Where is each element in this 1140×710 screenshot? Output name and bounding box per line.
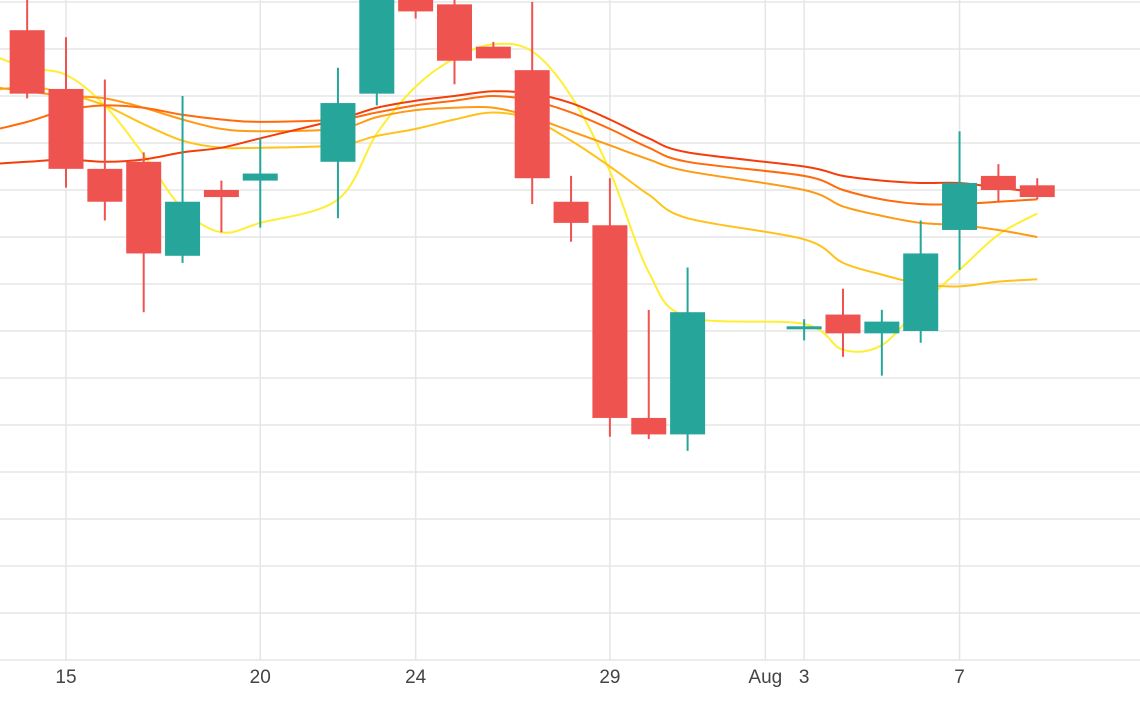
candle-body (398, 0, 434, 12)
candle-body (9, 30, 45, 94)
x-tick-label: 7 (954, 667, 965, 688)
candle-body (320, 103, 356, 162)
candle-2020-07-15 (48, 37, 84, 188)
candle-body (475, 46, 511, 59)
candle-body (592, 225, 628, 418)
x-tick-label: 15 (55, 667, 76, 688)
candle-body (165, 201, 201, 256)
x-axis-tick-labels: 15 20 24 29 Aug 3 7 (55, 667, 964, 688)
candles (9, 0, 1055, 451)
candle-2020-08-04 (825, 288, 861, 357)
candle-2020-08-09 (1019, 178, 1055, 200)
x-tick-label: 3 (799, 667, 810, 688)
candle-2020-07-20 (242, 138, 278, 228)
candle-body (631, 417, 667, 435)
candle-2020-07-24 (398, 0, 434, 19)
candle-2020-07-29 (592, 178, 628, 437)
candle-body (359, 0, 395, 94)
ma-line-2 (0, 85, 1038, 288)
candle-2020-07-22 (320, 67, 356, 219)
grid-lines (0, 0, 1140, 661)
candle-2020-07-18 (165, 96, 201, 263)
candle-body (48, 88, 84, 169)
candle-2020-07-14 (9, 0, 45, 99)
candle-body (670, 312, 706, 435)
candle-body (786, 326, 822, 330)
candle-body (1019, 185, 1055, 198)
candle-2020-07-25 (437, 0, 472, 85)
candle-2020-08-03 (786, 319, 822, 341)
candle-2020-07-28 (553, 175, 589, 242)
candle-2020-07-26 (475, 41, 511, 59)
candle-2020-07-17 (126, 152, 162, 313)
candle-body (203, 190, 239, 198)
candle-2020-08-07 (942, 131, 978, 270)
candle-body (825, 314, 861, 334)
candle-2020-07-16 (87, 79, 123, 221)
candle-body (903, 253, 939, 331)
candle-2020-07-27 (514, 2, 550, 205)
candle-body (126, 161, 162, 254)
x-tick-label: Aug (748, 667, 782, 688)
candle-body (553, 201, 589, 223)
ma-line-1 (0, 42, 1038, 353)
x-tick-label: 29 (599, 667, 620, 688)
candle-body (942, 182, 978, 230)
candle-2020-07-31 (670, 267, 706, 451)
x-tick-label: 20 (250, 667, 271, 688)
candle-2020-08-08 (980, 164, 1016, 202)
ma-line-4 (0, 94, 1038, 206)
candle-body (242, 173, 278, 181)
candle-body (437, 4, 472, 61)
candle-body (864, 321, 900, 334)
candle-2020-08-06 (903, 220, 939, 343)
candle-body (87, 168, 123, 202)
candle-2020-08-05 (864, 309, 900, 376)
candle-2020-07-30 (631, 309, 667, 440)
candle-2020-07-19 (203, 180, 239, 233)
x-tick-label: 24 (405, 667, 427, 688)
candle-body (980, 175, 1016, 190)
candle-2020-07-23 (359, 0, 395, 106)
candle-body (514, 70, 550, 179)
